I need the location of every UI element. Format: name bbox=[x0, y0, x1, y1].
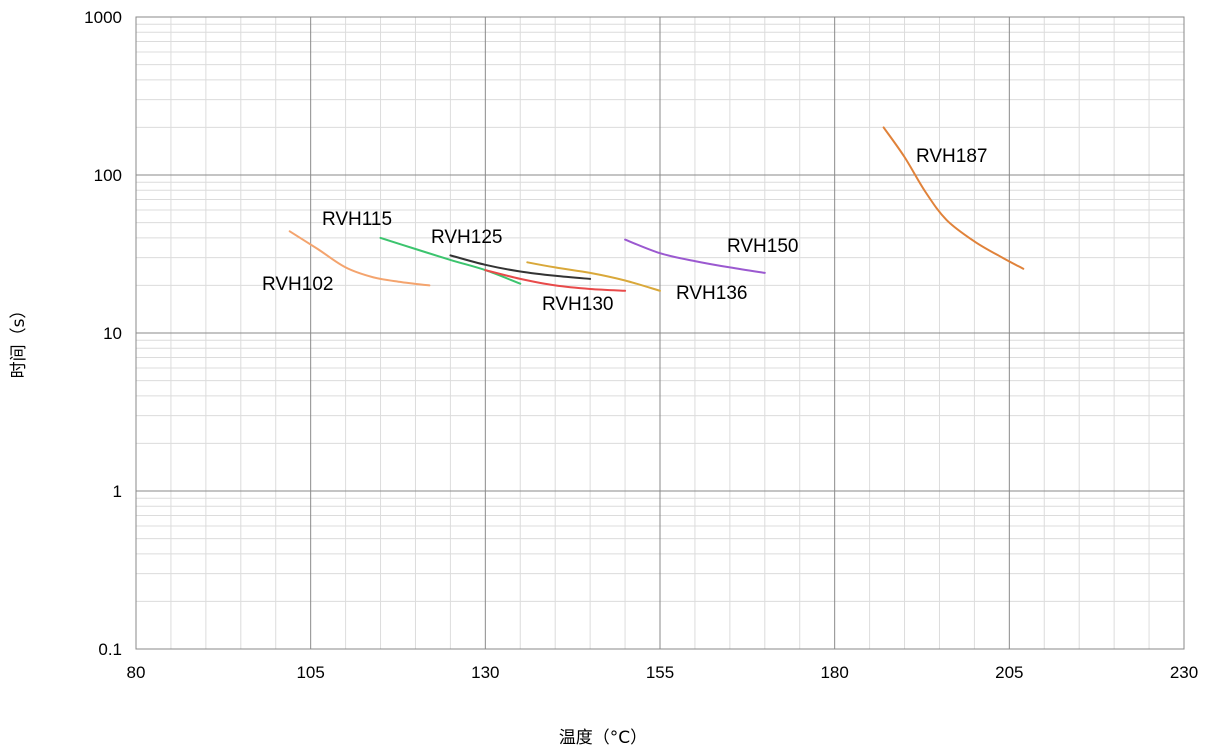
series-line-rvh136 bbox=[526, 261, 661, 292]
y-tick-label: 10 bbox=[103, 324, 122, 343]
series-line-rvh130 bbox=[484, 269, 627, 292]
series-label-rvh187: RVH187 bbox=[916, 146, 987, 167]
y-tick-label: 0.1 bbox=[98, 640, 122, 659]
series-line-rvh115 bbox=[379, 236, 522, 285]
plot-frame bbox=[135, 16, 1185, 650]
x-axis-label: 温度（°C） bbox=[559, 728, 647, 748]
x-tick-label: 205 bbox=[995, 663, 1023, 682]
y-tick-labels: 0.1 1 10 100 1000 bbox=[84, 8, 122, 659]
series-label-rvh115: RVH115 bbox=[322, 209, 392, 230]
y-tick-label: 1 bbox=[113, 482, 122, 501]
x-tick-labels: 80 105 130 155 180 205 230 bbox=[127, 663, 1199, 682]
x-tick-label: 180 bbox=[820, 663, 848, 682]
series-line-rvh125 bbox=[449, 254, 592, 280]
series-line-rvh150 bbox=[624, 238, 766, 274]
x-tick-label: 130 bbox=[471, 663, 499, 682]
series-line-rvh102 bbox=[288, 230, 431, 287]
series-lines bbox=[288, 126, 1025, 292]
y-tick-label: 1000 bbox=[84, 8, 122, 27]
y-tick-label: 100 bbox=[94, 166, 122, 185]
series-label-rvh130: RVH130 bbox=[542, 294, 613, 315]
y-axis-label: 时间（s） bbox=[9, 302, 29, 379]
series-label-rvh136: RVH136 bbox=[676, 283, 747, 304]
series-labels: RVH102 RVH115 RVH125 RVH130 RVH136 RVH150 RVH1… bbox=[262, 146, 987, 315]
series-line-rvh187 bbox=[882, 126, 1025, 270]
x-tick-label: 155 bbox=[646, 663, 674, 682]
x-tick-label: 105 bbox=[296, 663, 324, 682]
series-label-rvh150: RVH150 bbox=[727, 236, 798, 257]
series-label-rvh125: RVH125 bbox=[431, 227, 502, 248]
x-tick-label: 80 bbox=[127, 663, 146, 682]
x-tick-label: 230 bbox=[1170, 663, 1198, 682]
series-label-rvh102: RVH102 bbox=[262, 274, 333, 295]
